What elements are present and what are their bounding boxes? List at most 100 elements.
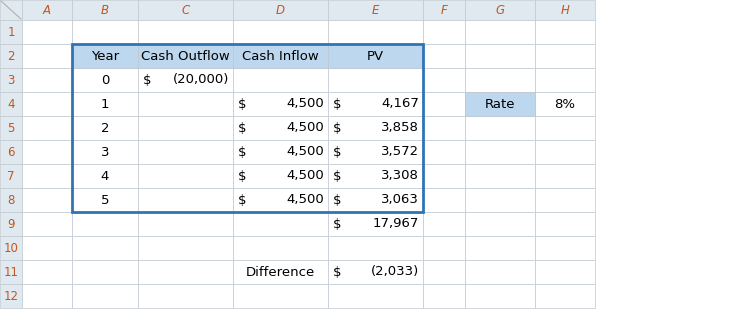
Bar [72, 44, 138, 68]
Bar [328, 236, 423, 260]
Bar [423, 236, 465, 260]
Text: $: $ [238, 146, 246, 158]
Bar [465, 260, 535, 284]
Text: B: B [101, 3, 109, 16]
Text: 1: 1 [7, 25, 15, 38]
Text: $: $ [333, 266, 342, 279]
Bar [0, 0, 22, 20]
Text: 4,500: 4,500 [286, 193, 324, 206]
Bar [138, 68, 233, 92]
Bar [423, 92, 465, 116]
Bar [465, 92, 535, 116]
Bar [72, 188, 138, 212]
Text: 4,500: 4,500 [286, 121, 324, 134]
Text: Year: Year [91, 49, 119, 62]
Bar [328, 0, 423, 20]
Text: 3,308: 3,308 [381, 170, 419, 183]
Bar [535, 284, 595, 308]
Bar [0, 236, 22, 260]
Text: $: $ [333, 121, 342, 134]
Text: 2: 2 [101, 121, 109, 134]
Bar [535, 188, 595, 212]
Bar [22, 212, 72, 236]
Bar [233, 212, 328, 236]
Bar [138, 164, 233, 188]
Text: 3: 3 [101, 146, 109, 158]
Bar [465, 68, 535, 92]
Text: (20,000): (20,000) [172, 74, 229, 87]
Bar [233, 188, 328, 212]
Text: 10: 10 [4, 242, 19, 255]
Bar [138, 0, 233, 20]
Text: 3,063: 3,063 [381, 193, 419, 206]
Bar [0, 284, 22, 308]
Bar [0, 116, 22, 140]
Bar [328, 20, 423, 44]
Text: $: $ [143, 74, 151, 87]
Text: 4: 4 [7, 98, 15, 111]
Bar [423, 284, 465, 308]
Bar [465, 188, 535, 212]
Bar [0, 20, 22, 44]
Text: (2,033): (2,033) [371, 266, 419, 279]
Text: 4: 4 [101, 170, 109, 183]
Bar [328, 260, 423, 284]
Bar [22, 20, 72, 44]
Bar [233, 0, 328, 20]
Bar [72, 20, 138, 44]
Text: $: $ [238, 170, 246, 183]
Text: $: $ [333, 146, 342, 158]
Bar [233, 140, 328, 164]
Bar [72, 284, 138, 308]
Bar [535, 44, 595, 68]
Bar [22, 236, 72, 260]
Bar [22, 44, 72, 68]
Bar [22, 284, 72, 308]
Bar [465, 44, 535, 68]
Bar [328, 92, 423, 116]
Bar [535, 20, 595, 44]
Bar [72, 92, 138, 116]
Bar [328, 116, 423, 140]
Text: $: $ [333, 98, 342, 111]
Bar [0, 212, 22, 236]
Bar [138, 20, 233, 44]
Bar [138, 116, 233, 140]
Text: 3,858: 3,858 [381, 121, 419, 134]
Bar [72, 212, 138, 236]
Bar [0, 44, 22, 68]
Bar [233, 164, 328, 188]
Bar [535, 212, 595, 236]
Bar [535, 116, 595, 140]
Bar [535, 140, 595, 164]
Bar [465, 0, 535, 20]
Text: 7: 7 [7, 170, 15, 183]
Bar [233, 116, 328, 140]
Text: 0: 0 [101, 74, 109, 87]
Text: 6: 6 [7, 146, 15, 158]
Bar [233, 44, 328, 68]
Bar [423, 212, 465, 236]
Bar [535, 68, 595, 92]
Text: 4,500: 4,500 [286, 98, 324, 111]
Text: C: C [181, 3, 189, 16]
Bar [138, 44, 233, 68]
Bar [72, 164, 138, 188]
Bar [72, 260, 138, 284]
Bar [0, 188, 22, 212]
Bar [138, 44, 233, 68]
Bar [22, 164, 72, 188]
Bar [22, 188, 72, 212]
Bar [465, 116, 535, 140]
Text: PV: PV [367, 49, 384, 62]
Text: 9: 9 [7, 217, 15, 230]
Text: 8: 8 [7, 193, 15, 206]
Text: 3: 3 [7, 74, 15, 87]
Bar [22, 0, 72, 20]
Bar [233, 20, 328, 44]
Text: 8%: 8% [554, 98, 575, 111]
Bar [328, 68, 423, 92]
Bar [423, 260, 465, 284]
Text: $: $ [238, 121, 246, 134]
Bar [72, 44, 423, 212]
